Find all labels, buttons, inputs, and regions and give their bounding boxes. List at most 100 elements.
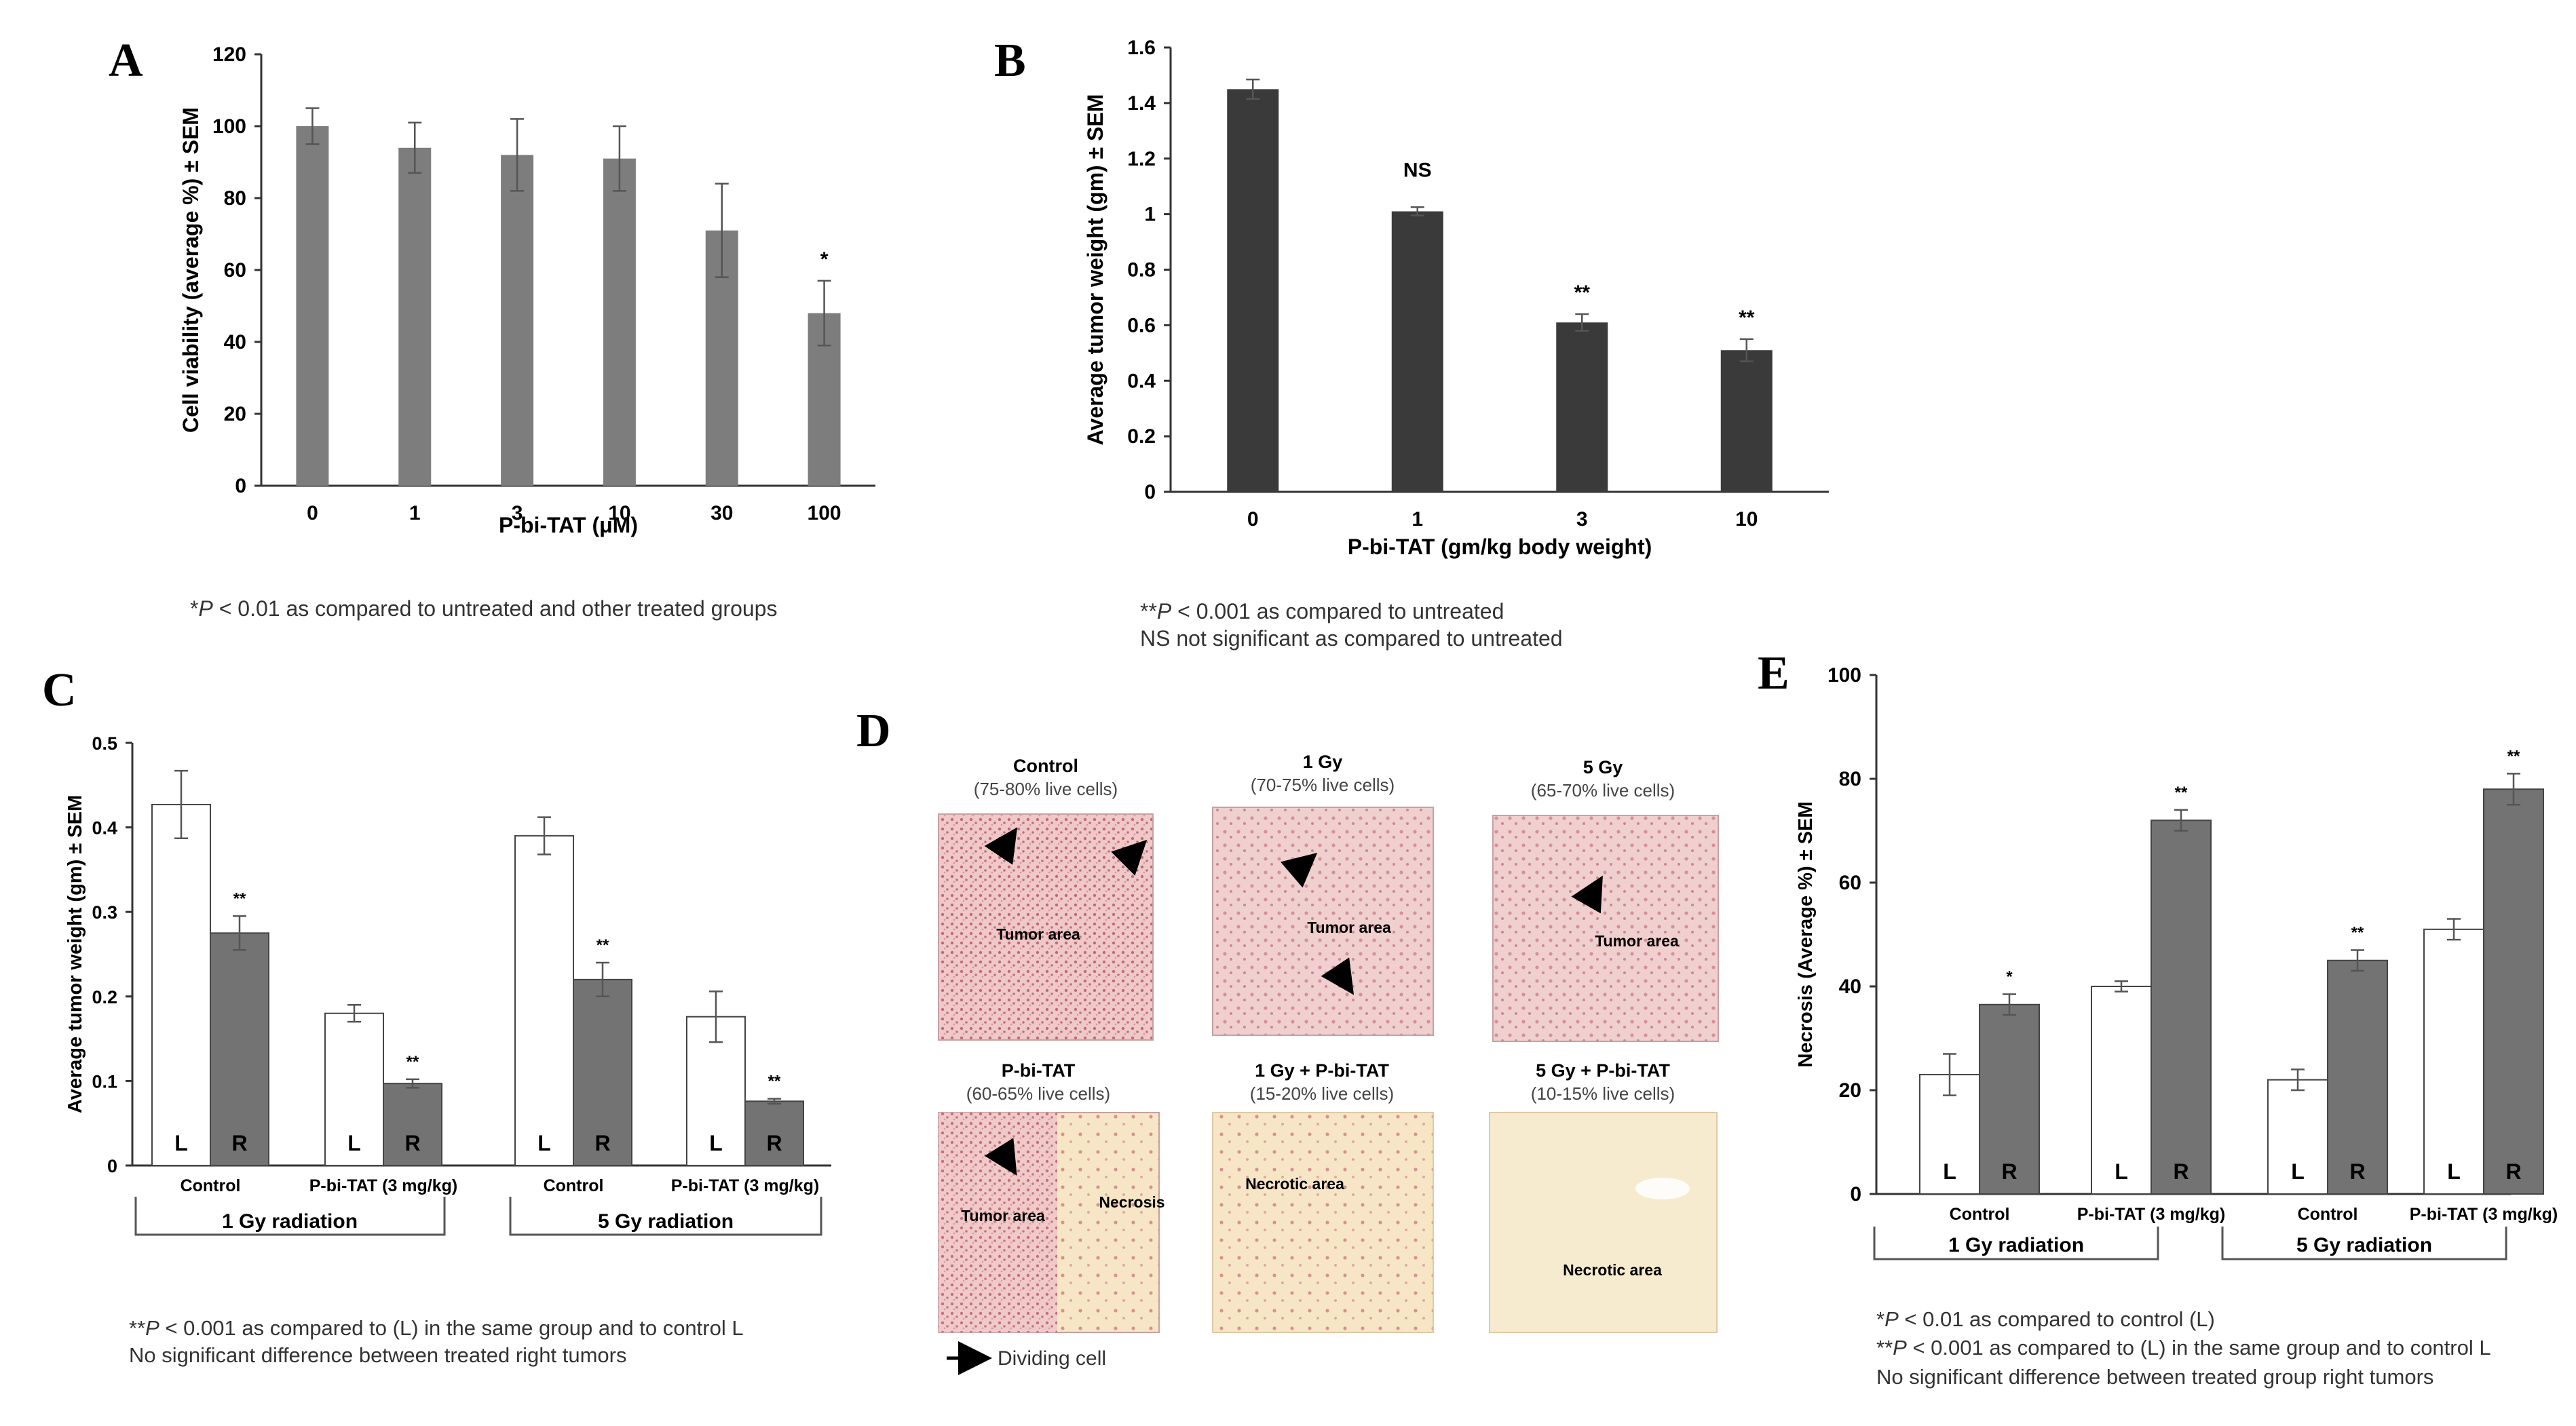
- legend-label: Dividing cell: [998, 1347, 1106, 1370]
- x-tick-label: 0: [307, 502, 318, 524]
- y-tick-label: 100: [1827, 664, 1861, 687]
- series-label: R: [2349, 1159, 2365, 1184]
- image-title: 1 Gy + P-bi-TAT: [1255, 1060, 1389, 1081]
- histology-1gy: 1 Gy (70-75% live cells) Tumor area: [1212, 752, 1434, 1036]
- x-tick-label: 3: [1576, 508, 1588, 531]
- x-axis-title: P-bi-TAT (gm/kg body weight): [1348, 535, 1652, 559]
- series-label: R: [231, 1131, 247, 1155]
- series-label: R: [594, 1131, 610, 1155]
- histology-5gy-pbitat: 5 Gy + P-bi-TAT (10-15% live cells) Necr…: [1489, 1060, 1718, 1333]
- x-tick-label: 30: [711, 502, 733, 524]
- panel-d-letter: D: [856, 705, 891, 757]
- panel-b-footnote-1: **P < 0.001 as compared to untreated: [1140, 599, 1504, 623]
- image-title: 5 Gy: [1583, 757, 1623, 777]
- bar: [1720, 350, 1773, 492]
- series-label: L: [2447, 1159, 2461, 1184]
- series-label: L: [537, 1131, 551, 1155]
- x-tick-label: Control: [1950, 1205, 2010, 1224]
- x-tick-label: P-bi-TAT (3 mg/kg): [2410, 1205, 2558, 1224]
- x-tick-label: P-bi-TAT (3 mg/kg): [671, 1176, 820, 1195]
- series-label: L: [1943, 1159, 1956, 1184]
- group-bracket-5gy: 5 Gy radiation: [509, 1197, 822, 1236]
- bar: [210, 932, 269, 1166]
- image-label: Necrotic area: [1245, 1175, 1344, 1193]
- series-label: R: [2505, 1159, 2521, 1184]
- image-label: Tumor area: [961, 1207, 1045, 1225]
- bar: [1391, 211, 1443, 492]
- bar: [603, 158, 636, 486]
- chart-c: 0 0.1 0.2 0.3 0.4 0.5 Average tumor weight (gm…: [64, 733, 831, 1195]
- panel-c-letter: C: [42, 664, 77, 716]
- panel-a-letter: A: [109, 35, 143, 87]
- x-tick-label: P-bi-TAT (3 mg/kg): [2077, 1205, 2226, 1224]
- histology-pbitat: P-bi-TAT (60-65% live cells) Tumor area …: [938, 1060, 1165, 1333]
- bar: [383, 1083, 442, 1166]
- panel-e: E 0 20 40 60 80 100 Necrosis (Average %) ± SEM…: [1758, 647, 2558, 1389]
- panel-b-letter: B: [994, 35, 1026, 87]
- histology-1gy-pbitat: 1 Gy + P-bi-TAT (15-20% live cells) Necr…: [1212, 1060, 1434, 1333]
- image-subtitle: (75-80% live cells): [974, 779, 1118, 799]
- image-subtitle: (60-65% live cells): [966, 1083, 1110, 1104]
- group-label-5gy: 5 Gy radiation: [598, 1210, 734, 1233]
- data-annotation: **: [406, 1053, 419, 1071]
- bar: [514, 835, 574, 1167]
- y-tick-label: 0.2: [1127, 425, 1156, 448]
- bar: [501, 155, 534, 486]
- bar: [398, 147, 432, 486]
- y-tick-label: 20: [224, 403, 246, 425]
- y-tick-label: 1: [1144, 204, 1156, 226]
- data-annotation: **: [2175, 784, 2188, 802]
- image-subtitle: (15-20% live cells): [1250, 1083, 1394, 1104]
- x-tick-label: 1: [1412, 508, 1423, 531]
- y-tick-label: 0.3: [92, 902, 117, 923]
- series-label: R: [2173, 1159, 2189, 1184]
- histology-5gy: 5 Gy (65-70% live cells) Tumor area: [1492, 757, 1719, 1042]
- y-tick-label: 100: [212, 115, 246, 138]
- panel-c-footnote-2: No significant difference between treate…: [129, 1343, 627, 1367]
- bar: [2091, 986, 2152, 1195]
- bar: [2151, 820, 2212, 1195]
- data-annotation: **: [596, 936, 609, 955]
- y-tick-label: 0.8: [1127, 259, 1156, 282]
- image-label: Necrosis: [1099, 1193, 1164, 1211]
- data-annotation: **: [2351, 923, 2364, 942]
- panel-b-footnote-2: NS not significant as compared to untrea…: [1140, 626, 1563, 651]
- image-subtitle: (65-70% live cells): [1531, 780, 1675, 801]
- group-label-5gy: 5 Gy radiation: [2296, 1234, 2432, 1256]
- panel-e-footnote-3: No significant difference between treate…: [1876, 1365, 2433, 1389]
- panel-d: D Control (75-80% live cells) Tumor area…: [856, 705, 1719, 1375]
- data-annotation: **: [1739, 307, 1755, 329]
- y-tick-label: 60: [1839, 872, 1861, 894]
- data-annotation: **: [233, 889, 246, 908]
- y-tick-label: 40: [1839, 976, 1861, 998]
- y-tick-label: 0.6: [1127, 314, 1156, 336]
- panel-b: B 0 0.2 0.4 0.6 0.8 1 1.2 1.4 1.6 Average tumor w…: [994, 35, 1829, 651]
- y-tick-label: 0.5: [92, 733, 117, 754]
- y-tick-label: 80: [224, 187, 246, 210]
- group-label-1gy: 1 Gy radiation: [1948, 1234, 2084, 1256]
- panel-c-footnote-1: **P < 0.001 as compared to (L) in the sa…: [129, 1316, 744, 1340]
- histology-control: Control (75-80% live cells) Tumor area: [938, 756, 1154, 1041]
- y-tick-label: 0.1: [92, 1071, 117, 1092]
- y-axis-title: Cell viability (average %) ± SEM: [178, 107, 203, 433]
- y-tick-label: 0: [235, 475, 246, 497]
- image-label: Tumor area: [1595, 932, 1679, 950]
- image-title: 5 Gy + P-bi-TAT: [1536, 1060, 1670, 1081]
- bar: [744, 1100, 804, 1166]
- bar: [2267, 1079, 2328, 1195]
- series-label: L: [2115, 1159, 2128, 1184]
- series-label: R: [766, 1131, 782, 1155]
- series-label: L: [709, 1131, 723, 1155]
- image-title: 1 Gy: [1303, 752, 1343, 772]
- x-tick-label: 10: [608, 502, 630, 524]
- group-bracket-1gy: 1 Gy radiation: [134, 1197, 446, 1236]
- image-subtitle: (70-75% live cells): [1251, 775, 1395, 795]
- data-annotation: **: [2507, 747, 2520, 765]
- bar: [151, 803, 211, 1166]
- image-subtitle: (10-15% live cells): [1531, 1083, 1675, 1104]
- y-tick-label: 80: [1839, 768, 1861, 790]
- panel-e-footnote-2: **P < 0.001 as compared to (L) in the sa…: [1876, 1336, 2491, 1360]
- y-tick-label: 0.4: [92, 818, 117, 839]
- x-tick-label: Control: [2298, 1205, 2358, 1224]
